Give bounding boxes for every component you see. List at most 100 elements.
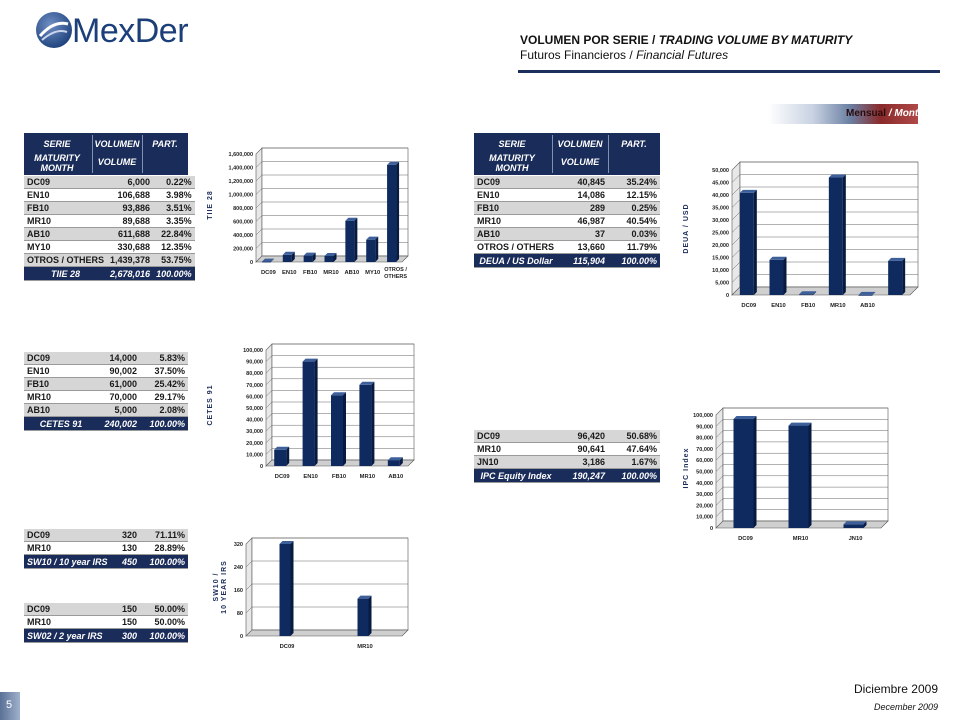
bar-top xyxy=(739,189,757,193)
y-tick-label: 240 xyxy=(234,565,243,571)
y-tick-label: 30,000 xyxy=(246,429,263,435)
x-tick-label: DC09 xyxy=(275,474,291,480)
part-cell: 1.67% xyxy=(608,455,660,469)
total-row: SW02 / 2 year IRS 300 100.00% xyxy=(24,628,188,643)
table-row: MR10 89,688 3.35% xyxy=(24,214,195,228)
header-divider xyxy=(518,70,940,73)
tiie-table-header: SERIE MATURITY MONTH VOLUMEN VOLUME PART… xyxy=(24,133,188,175)
col-volume: VOLUME xyxy=(560,157,600,167)
table-row: OTROS / OTHERS 13,660 11.79% xyxy=(474,240,660,254)
x-tick-label: FB10 xyxy=(303,270,317,276)
y-tick-label: 800,000 xyxy=(233,206,253,212)
bar-side xyxy=(343,392,346,466)
bar-top xyxy=(843,521,867,525)
x-tick-label: EN10 xyxy=(771,303,786,309)
bar xyxy=(799,294,814,296)
x-tick-label: DC09 xyxy=(741,303,757,309)
bar-side xyxy=(290,541,294,636)
bar-top xyxy=(357,595,372,599)
x-tick-label: DC09 xyxy=(280,644,296,650)
volume-cell: 93,886 xyxy=(107,201,154,215)
table-row: MR10 46,987 40.54% xyxy=(474,214,660,228)
y-tick-label: 320 xyxy=(234,542,243,548)
bar xyxy=(888,260,903,295)
serie-cell: MR10 xyxy=(474,214,558,228)
deua-chart: 0 5,000 10,000 15,000 20,000 25,000 30,000 35,0… xyxy=(683,161,919,309)
subtitle-es: Futuros Financieros / xyxy=(520,48,633,62)
part-cell: 3.35% xyxy=(153,214,195,228)
total-part: 100.00% xyxy=(153,266,195,281)
bar-side xyxy=(270,258,274,262)
bar-side xyxy=(333,252,337,262)
y-tick-label: 100,000 xyxy=(693,413,713,419)
total-volume: 300 xyxy=(105,628,140,643)
bar-side xyxy=(312,252,316,262)
y-tick-label: 70,000 xyxy=(696,447,713,453)
volume-cell: 46,987 xyxy=(558,214,608,228)
serie-cell: DC09 xyxy=(24,603,106,616)
gridline xyxy=(255,147,408,155)
gridline xyxy=(255,228,408,236)
table-row: FB10 289 0.25% xyxy=(474,201,660,215)
gridline xyxy=(731,174,918,183)
serie-cell: DC09 xyxy=(24,352,98,365)
part-cell: 12.35% xyxy=(153,240,195,254)
gridline xyxy=(715,498,888,506)
col-volumen: VOLUMEN xyxy=(94,139,140,149)
gridline xyxy=(731,161,918,171)
y-tick-label: 25,000 xyxy=(712,231,729,237)
x-tick-label: EN10 xyxy=(282,270,297,276)
col-maturity: MATURITY MONTH xyxy=(489,153,535,173)
tiie-table: DC09 6,000 0.22% EN10 106,688 3.98% FB10 93,886… xyxy=(24,176,195,281)
serie-cell: DC09 xyxy=(474,430,558,443)
gridline xyxy=(715,509,888,517)
mexder-logo-text: MexDer xyxy=(72,12,189,50)
y-axis-label: DEUA / USD xyxy=(683,203,690,253)
y-tick-label: 160 xyxy=(234,588,243,594)
part-cell: 3.51% xyxy=(153,201,195,215)
bar-top xyxy=(769,256,787,260)
total-volume: 190,247 xyxy=(558,468,608,483)
x-tick-label: JN10 xyxy=(849,536,863,542)
volume-cell: 6,000 xyxy=(107,176,154,189)
serie-cell: JN10 xyxy=(474,455,558,469)
x-tick-label: EN10 xyxy=(303,474,318,480)
y-tick-label: 90,000 xyxy=(246,360,263,366)
part-cell: 53.75% xyxy=(153,253,195,267)
table-row: DC09 320 71.11% xyxy=(24,529,188,542)
gridline xyxy=(715,419,888,427)
table-row: MR10 150 50.00% xyxy=(24,615,188,629)
part-cell: 22.84% xyxy=(153,227,195,241)
part-cell: 0.25% xyxy=(608,201,660,215)
serie-cell: MR10 xyxy=(24,214,108,228)
volume-cell: 37 xyxy=(558,227,608,241)
y-axis-label-line: 10 YEAR IRS xyxy=(221,560,228,614)
part-cell: 47.64% xyxy=(608,442,660,456)
y-tick-label: 20,000 xyxy=(246,441,263,447)
table-row: AB10 5,000 2.08% xyxy=(24,403,188,417)
table-row: MY10 330,688 12.35% xyxy=(24,240,195,254)
serie-cell: MR10 xyxy=(24,390,98,404)
bar-top xyxy=(274,446,290,450)
bar-top xyxy=(828,174,846,178)
y-tick-label: 30,000 xyxy=(696,492,713,498)
page-title: VOLUMEN POR SERIE / TRADING VOLUME BY MA… xyxy=(520,33,852,47)
total-row: SW10 / 10 year IRS 450 100.00% xyxy=(24,554,188,569)
y-axis-label: IPC Index xyxy=(683,448,690,489)
gridline xyxy=(245,606,408,614)
table-row: DC09 40,845 35.24% xyxy=(474,176,660,189)
y-tick-label: 10,000 xyxy=(696,515,713,521)
y-tick-label: 30,000 xyxy=(712,218,729,224)
gridline xyxy=(715,464,888,472)
volume-cell: 150 xyxy=(105,615,140,629)
table-row: JN10 3,186 1.67% xyxy=(474,455,660,469)
volume-cell: 150 xyxy=(105,603,140,616)
cetes-chart: 0 10,000 20,000 30,000 40,000 50,000 60,000 70,… xyxy=(207,343,415,480)
part-cell: 0.22% xyxy=(153,176,195,189)
bar xyxy=(303,255,313,262)
total-volume: 2,678,016 xyxy=(107,266,154,281)
volume-cell: 13,660 xyxy=(558,240,608,254)
volume-cell: 70,000 xyxy=(98,390,140,404)
gridline xyxy=(255,188,408,195)
x-tick-label: MR10 xyxy=(323,270,338,276)
